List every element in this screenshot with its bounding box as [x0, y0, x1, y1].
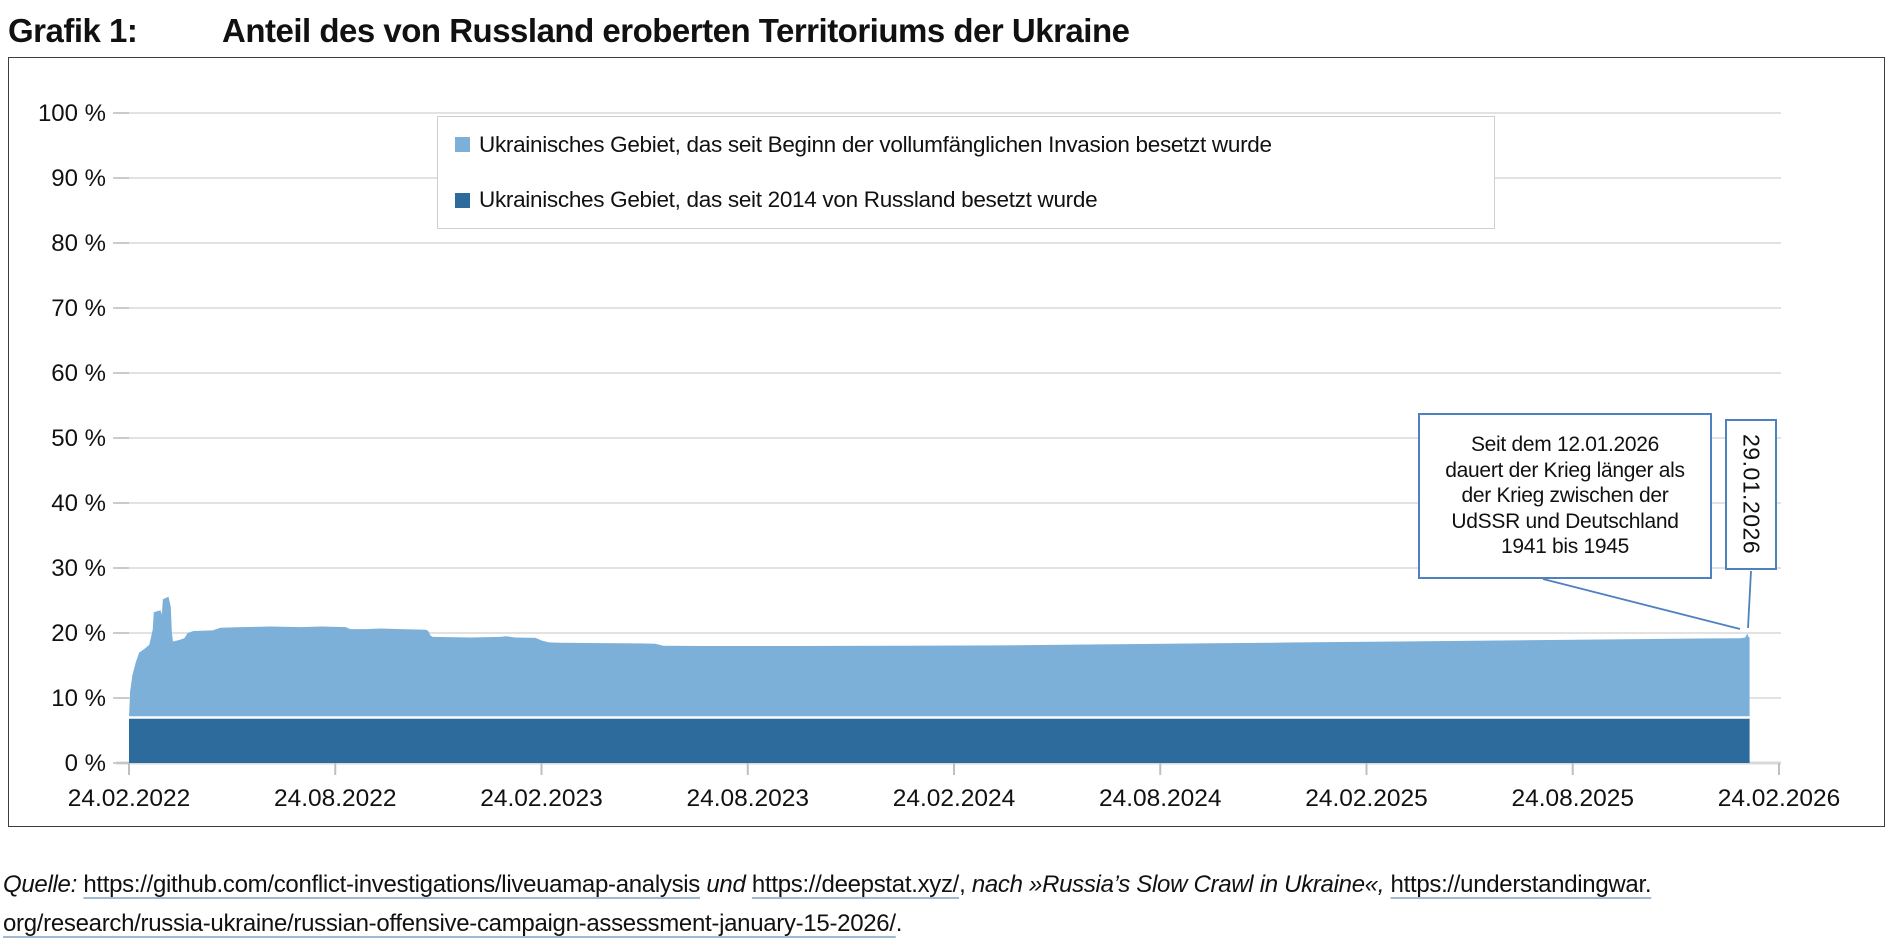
source-text: und	[706, 871, 746, 898]
y-tick-label: 80 %	[51, 230, 106, 257]
y-tick-label: 30 %	[51, 555, 106, 582]
source-text: ,	[959, 871, 972, 898]
legend-label: Ukrainisches Gebiet, das seit 2014 von R…	[479, 187, 1098, 213]
annotation-war-duration-text: Seit dem 12.01.2026 dauert der Krieg läng…	[1445, 433, 1685, 559]
annotation-war-duration: Seit dem 12.01.2026 dauert der Krieg läng…	[1418, 413, 1712, 579]
annotation-leader-line-note	[1542, 578, 1741, 630]
legend-swatch-light-blue-icon	[455, 137, 470, 153]
y-tick-label: 100 %	[38, 100, 106, 127]
y-tick-label: 70 %	[51, 295, 106, 322]
chart-title-row: Grafik 1: Anteil des von Russland erober…	[0, 4, 1891, 56]
source-text: .	[895, 910, 903, 937]
x-tick-label: 24.02.2026	[1718, 785, 1841, 812]
figure-number: Grafik 1:	[8, 12, 138, 49]
source-text: Quelle:	[3, 871, 77, 898]
y-tick-label: 0 %	[65, 750, 106, 777]
annotation-end-date: 29.01.2026	[1725, 419, 1777, 570]
legend-item-since-2014: Ukrainisches Gebiet, das seit 2014 von R…	[438, 187, 1494, 213]
source-link[interactable]: https://deepstat.xyz/	[751, 871, 960, 898]
legend-swatch-dark-blue-icon	[455, 192, 470, 208]
source-link[interactable]: https://understandingwar.	[1390, 871, 1652, 898]
x-tick-label: 24.02.2025	[1305, 785, 1428, 812]
chart-canvas: 0 % 10 % 20 % 30 % 40 % 50 % 60 % 70 % 80 % 90 % 1…	[38, 100, 1841, 812]
legend-item-since-invasion: Ukrainisches Gebiet, das seit Beginn der…	[438, 132, 1494, 158]
annotation-leader-line-date	[1747, 570, 1752, 629]
source-link[interactable]: https://github.com/conflict-investigatio…	[83, 871, 700, 898]
legend-label: Ukrainisches Gebiet, das seit Beginn der…	[479, 131, 1272, 157]
y-tick-label: 10 %	[51, 685, 106, 712]
source-text: nach »Russia’s Slow Crawl in Ukraine«,	[971, 871, 1385, 898]
area-occupied-since-invasion	[129, 596, 1750, 718]
area-occupied-since-2014	[129, 717, 1750, 763]
y-tick-label: 60 %	[51, 360, 106, 387]
source-link[interactable]: org/research/russia-ukraine/russian-offe…	[3, 910, 896, 937]
y-tick-label: 90 %	[51, 165, 106, 192]
x-tick-label: 24.02.2022	[68, 785, 191, 812]
x-tick-label: 24.02.2024	[893, 785, 1016, 812]
x-tick-label: 24.08.2022	[274, 785, 397, 812]
chart-legend: Ukrainisches Gebiet, das seit Beginn der…	[437, 116, 1495, 229]
y-tick-label: 50 %	[51, 425, 106, 452]
y-tick-label: 20 %	[51, 620, 106, 647]
page-title: Anteil des von Russland eroberten Territ…	[222, 12, 1130, 49]
annotation-end-date-text: 29.01.2026	[1738, 434, 1765, 555]
y-tick-label: 40 %	[51, 490, 106, 517]
source-citation: Quelle: https://github.com/conflict-inve…	[3, 865, 1889, 943]
x-tick-label: 24.08.2024	[1099, 785, 1222, 812]
x-tick-label: 24.08.2025	[1511, 785, 1634, 812]
x-tick-label: 24.08.2023	[686, 785, 809, 812]
x-tick-label: 24.02.2023	[480, 785, 603, 812]
